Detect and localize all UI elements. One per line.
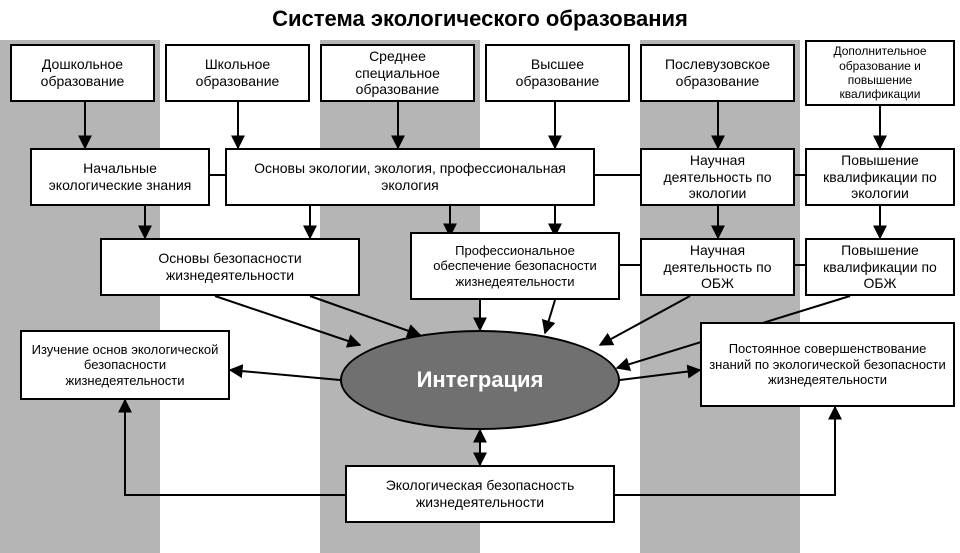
node-r4left: Изучение основ экологической безопасност… bbox=[20, 330, 230, 400]
node-r1c6: Дополнительное образование и повышение к… bbox=[805, 40, 955, 106]
node-r2c6: Повышение квалификации по экологии bbox=[805, 148, 955, 206]
node-r1c4: Высшее образование bbox=[485, 44, 630, 102]
node-r4right: Постоянное совершенствование знаний по э… bbox=[700, 322, 955, 407]
node-integration: Интеграция bbox=[340, 330, 620, 430]
node-r2c1: Начальные экологические знания bbox=[30, 148, 210, 206]
node-r2c5: Научная деятельность по экологии bbox=[640, 148, 795, 206]
node-r1c3: Среднее специальное образование bbox=[320, 44, 475, 102]
node-r3c2: Основы безопасности жизнедеятельности bbox=[100, 238, 360, 296]
node-r3c6: Повышение квалификации по ОБЖ bbox=[805, 238, 955, 296]
node-r3c5: Научная деятельность по ОБЖ bbox=[640, 238, 795, 296]
diagram-title: Система экологического образования bbox=[0, 6, 960, 32]
node-r2c2: Основы экологии, экология, профессиональ… bbox=[225, 148, 595, 206]
node-r1c5: Послевузовское образование bbox=[640, 44, 795, 102]
node-r1c2: Школьное образование bbox=[165, 44, 310, 102]
node-r3c3: Профессиональное обеспечение безопасност… bbox=[410, 232, 620, 300]
node-bottom: Экологическая безопасность жизнедеятельн… bbox=[345, 465, 615, 523]
node-r1c1: Дошкольное образование bbox=[10, 44, 155, 102]
